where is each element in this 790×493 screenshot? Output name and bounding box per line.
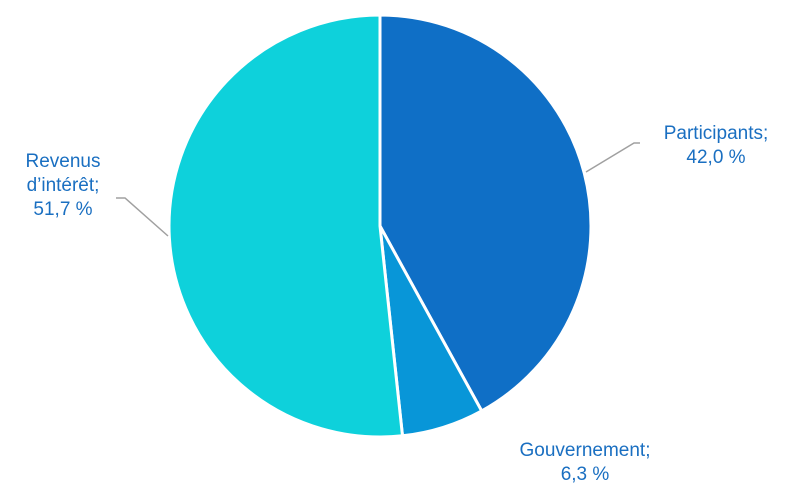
pie-slices (167, 13, 593, 439)
slice-label-revenus-name-2: d’intérêt; (26, 175, 100, 196)
leader-line-participants (585, 142, 640, 173)
slice-label-participants-name: Participants; (663, 123, 769, 144)
leader-lines (116, 142, 640, 237)
leader-line-revenus (116, 197, 169, 237)
slice-label-gouvernement: Gouvernement; 6,3 % (480, 439, 690, 487)
slice-label-participants: Participants; 42,0 % (640, 122, 790, 170)
slice-label-revenus-name-1: Revenus (25, 151, 101, 172)
slice-revenus-interet (167, 13, 404, 439)
slice-label-gouvernement-name: Gouvernement; (519, 440, 651, 461)
slice-label-gouvernement-value: 6,3 % (560, 464, 610, 485)
slice-label-revenus: Revenus d’intérêt; 51,7 % (8, 150, 118, 222)
slice-label-participants-value: 42,0 % (686, 147, 746, 168)
slice-participants (378, 13, 593, 413)
slice-label-revenus-value: 51,7 % (33, 199, 93, 220)
